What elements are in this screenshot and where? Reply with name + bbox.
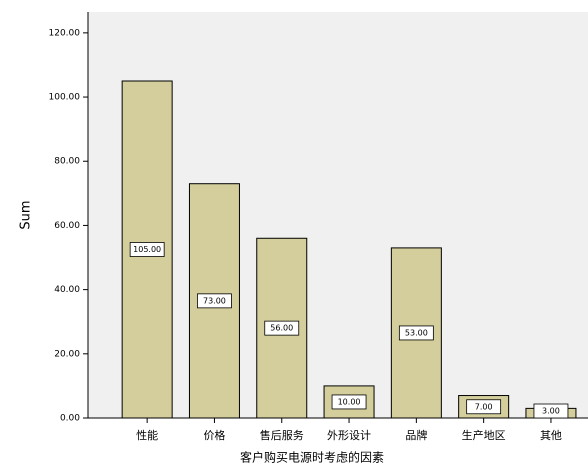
y-tick-label: 40.00 <box>54 285 80 295</box>
value-label-box <box>331 394 367 410</box>
value-label-box <box>129 242 165 257</box>
y-tick-label: 20.00 <box>54 349 80 359</box>
y-axis-title: Sum <box>19 200 34 229</box>
value-label-box <box>533 403 569 419</box>
y-tick-label: 120.00 <box>49 28 81 38</box>
value-label: 56.00 <box>270 324 293 333</box>
value-label: 3.00 <box>542 407 560 416</box>
x-tick-label: 售后服务 <box>260 428 304 442</box>
x-tick-label: 品牌 <box>405 428 427 442</box>
value-label-box <box>398 325 434 341</box>
x-axis-title: 客户购买电源时考虑的因素 <box>240 450 384 465</box>
value-label-box <box>264 320 300 336</box>
x-tick-label: 生产地区 <box>462 428 506 442</box>
y-tick-label: 60.00 <box>54 221 80 231</box>
y-tick-label: 80.00 <box>54 157 80 167</box>
value-label: 53.00 <box>405 328 428 337</box>
value-label-box <box>466 399 502 415</box>
value-label-box <box>197 293 232 309</box>
value-label: 73.00 <box>203 296 226 305</box>
x-tick-label: 外形设计 <box>327 429 371 442</box>
value-label: 7.00 <box>475 402 493 411</box>
x-tick-label: 价格 <box>203 428 225 442</box>
value-label: 10.00 <box>338 397 361 406</box>
y-tick-label: 100.00 <box>49 93 81 103</box>
x-tick-label: 其他 <box>540 429 562 442</box>
y-tick-label: 0.00 <box>60 414 80 424</box>
value-label: 105.00 <box>133 245 161 254</box>
x-tick-label: 性能 <box>136 428 158 442</box>
